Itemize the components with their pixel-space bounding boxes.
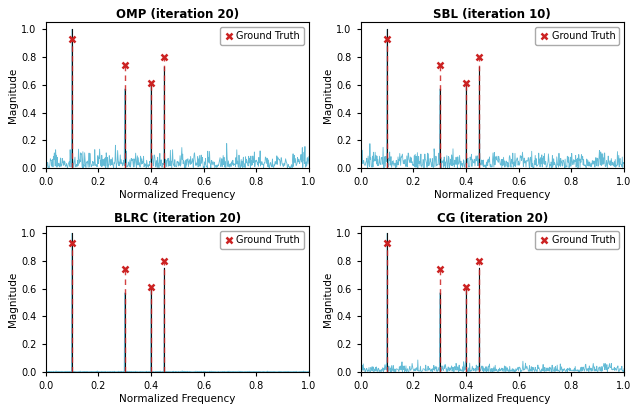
Legend: Ground Truth: Ground Truth	[535, 231, 619, 249]
Title: BLRC (iteration 20): BLRC (iteration 20)	[114, 212, 241, 225]
Y-axis label: Magnitude: Magnitude	[8, 68, 19, 123]
Y-axis label: Magnitude: Magnitude	[8, 272, 19, 327]
X-axis label: Normalized Frequency: Normalized Frequency	[434, 394, 550, 404]
X-axis label: Normalized Frequency: Normalized Frequency	[119, 190, 236, 200]
Title: SBL (iteration 10): SBL (iteration 10)	[433, 8, 551, 21]
Legend: Ground Truth: Ground Truth	[220, 231, 304, 249]
Title: CG (iteration 20): CG (iteration 20)	[436, 212, 548, 225]
Legend: Ground Truth: Ground Truth	[535, 27, 619, 45]
Title: OMP (iteration 20): OMP (iteration 20)	[116, 8, 239, 21]
Y-axis label: Magnitude: Magnitude	[323, 68, 333, 123]
X-axis label: Normalized Frequency: Normalized Frequency	[434, 190, 550, 200]
X-axis label: Normalized Frequency: Normalized Frequency	[119, 394, 236, 404]
Legend: Ground Truth: Ground Truth	[220, 27, 304, 45]
Y-axis label: Magnitude: Magnitude	[323, 272, 333, 327]
